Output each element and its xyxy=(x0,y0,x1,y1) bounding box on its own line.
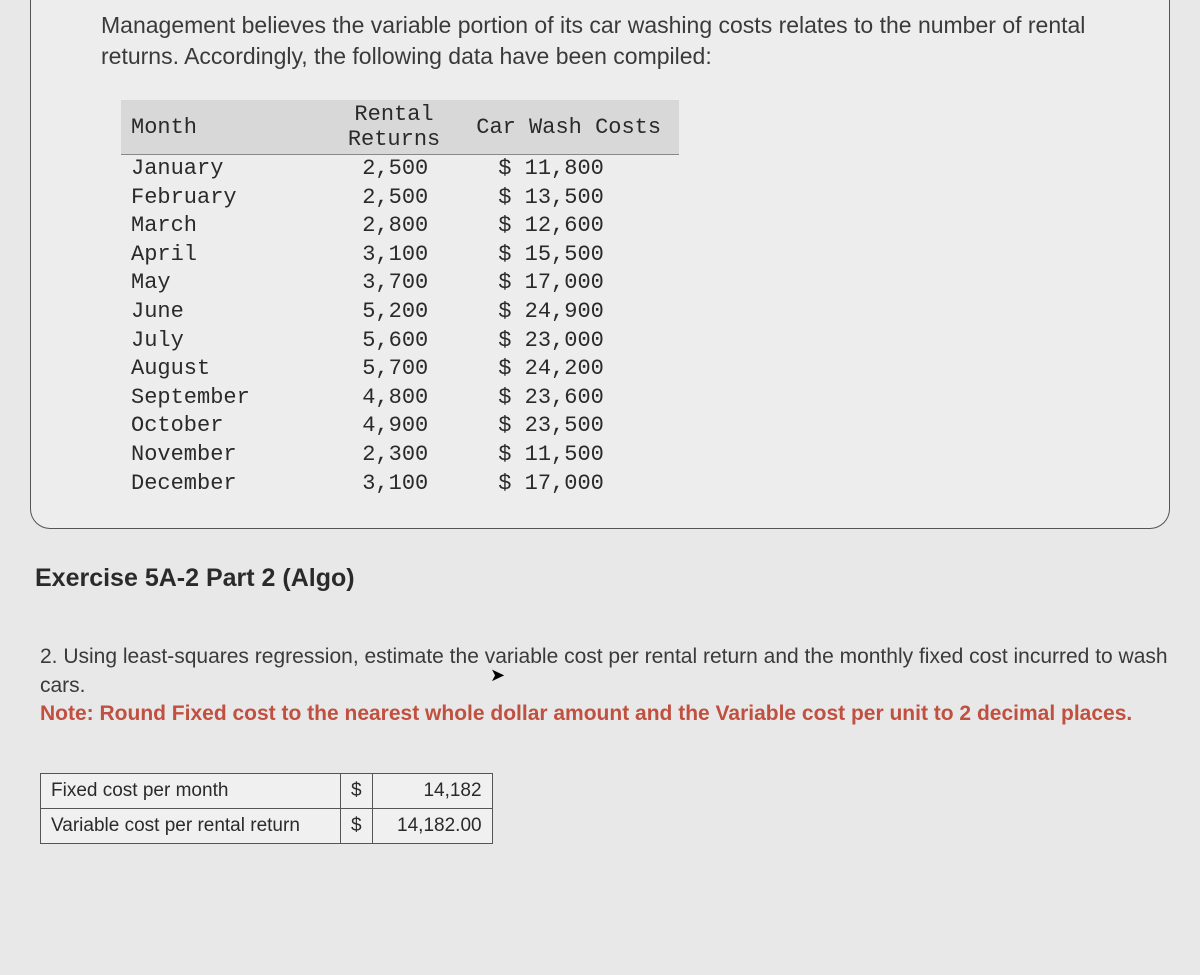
returns-cell: 5,200 xyxy=(330,298,458,327)
variable-cost-currency: $ xyxy=(341,809,373,844)
question-block: 2. Using least-squares regression, estim… xyxy=(40,643,1170,728)
month-cell: October xyxy=(121,412,330,441)
returns-cell: 2,500 xyxy=(330,184,458,213)
returns-cell: 3,100 xyxy=(330,470,458,499)
cost-cell: $ 23,000 xyxy=(458,327,679,356)
cost-cell: $ 24,900 xyxy=(458,298,679,327)
variable-cost-row: Variable cost per rental return $ 14,182… xyxy=(41,809,493,844)
month-cell: March xyxy=(121,212,330,241)
table-row: May3,700$ 17,000 xyxy=(121,269,679,298)
fixed-cost-currency: $ xyxy=(341,774,373,809)
variable-cost-label: Variable cost per rental return xyxy=(41,809,341,844)
exercise-title: Exercise 5A-2 Part 2 (Algo) xyxy=(35,564,1200,593)
cost-cell: $ 11,500 xyxy=(458,441,679,470)
table-row: June5,200$ 24,900 xyxy=(121,298,679,327)
month-cell: February xyxy=(121,184,330,213)
problem-statement-box: Management believes the variable portion… xyxy=(30,0,1170,529)
table-row: July5,600$ 23,000 xyxy=(121,327,679,356)
intro-paragraph: Management believes the variable portion… xyxy=(101,10,1129,72)
returns-cell: 2,500 xyxy=(330,155,458,184)
fixed-cost-input[interactable]: 14,182 xyxy=(372,774,492,809)
data-table: Month Rental Returns Car Wash Costs Janu… xyxy=(121,100,679,498)
fixed-cost-label: Fixed cost per month xyxy=(41,774,341,809)
rounding-note: Note: Round Fixed cost to the nearest wh… xyxy=(40,702,1132,725)
header-costs: Car Wash Costs xyxy=(458,100,679,155)
cost-cell: $ 12,600 xyxy=(458,212,679,241)
header-month: Month xyxy=(121,100,330,155)
variable-cost-input[interactable]: 14,182.00 xyxy=(372,809,492,844)
returns-cell: 4,800 xyxy=(330,384,458,413)
table-row: November2,300$ 11,500 xyxy=(121,441,679,470)
cost-cell: $ 13,500 xyxy=(458,184,679,213)
cost-cell: $ 23,600 xyxy=(458,384,679,413)
returns-cell: 3,100 xyxy=(330,241,458,270)
table-row: December3,100$ 17,000 xyxy=(121,470,679,499)
month-cell: September xyxy=(121,384,330,413)
cost-cell: $ 17,000 xyxy=(458,470,679,499)
question-text: 2. Using least-squares regression, estim… xyxy=(40,645,1168,696)
returns-cell: 4,900 xyxy=(330,412,458,441)
table-header-row: Month Rental Returns Car Wash Costs xyxy=(121,100,679,155)
month-cell: November xyxy=(121,441,330,470)
table-row: October4,900$ 23,500 xyxy=(121,412,679,441)
header-returns: Rental Returns xyxy=(330,100,458,155)
month-cell: April xyxy=(121,241,330,270)
returns-cell: 3,700 xyxy=(330,269,458,298)
month-cell: January xyxy=(121,155,330,184)
returns-cell: 5,600 xyxy=(330,327,458,356)
answer-table: Fixed cost per month $ 14,182 Variable c… xyxy=(40,773,493,844)
month-cell: May xyxy=(121,269,330,298)
table-row: September4,800$ 23,600 xyxy=(121,384,679,413)
cost-cell: $ 15,500 xyxy=(458,241,679,270)
table-row: March2,800$ 12,600 xyxy=(121,212,679,241)
cost-cell: $ 23,500 xyxy=(458,412,679,441)
month-cell: December xyxy=(121,470,330,499)
month-cell: July xyxy=(121,327,330,356)
cost-cell: $ 11,800 xyxy=(458,155,679,184)
cost-cell: $ 24,200 xyxy=(458,355,679,384)
cost-cell: $ 17,000 xyxy=(458,269,679,298)
month-cell: June xyxy=(121,298,330,327)
fixed-cost-row: Fixed cost per month $ 14,182 xyxy=(41,774,493,809)
returns-cell: 2,300 xyxy=(330,441,458,470)
cursor-icon: ➤ xyxy=(490,665,505,686)
table-row: January2,500$ 11,800 xyxy=(121,155,679,184)
month-cell: August xyxy=(121,355,330,384)
table-row: April3,100$ 15,500 xyxy=(121,241,679,270)
table-row: August5,700$ 24,200 xyxy=(121,355,679,384)
table-row: February2,500$ 13,500 xyxy=(121,184,679,213)
returns-cell: 5,700 xyxy=(330,355,458,384)
returns-cell: 2,800 xyxy=(330,212,458,241)
